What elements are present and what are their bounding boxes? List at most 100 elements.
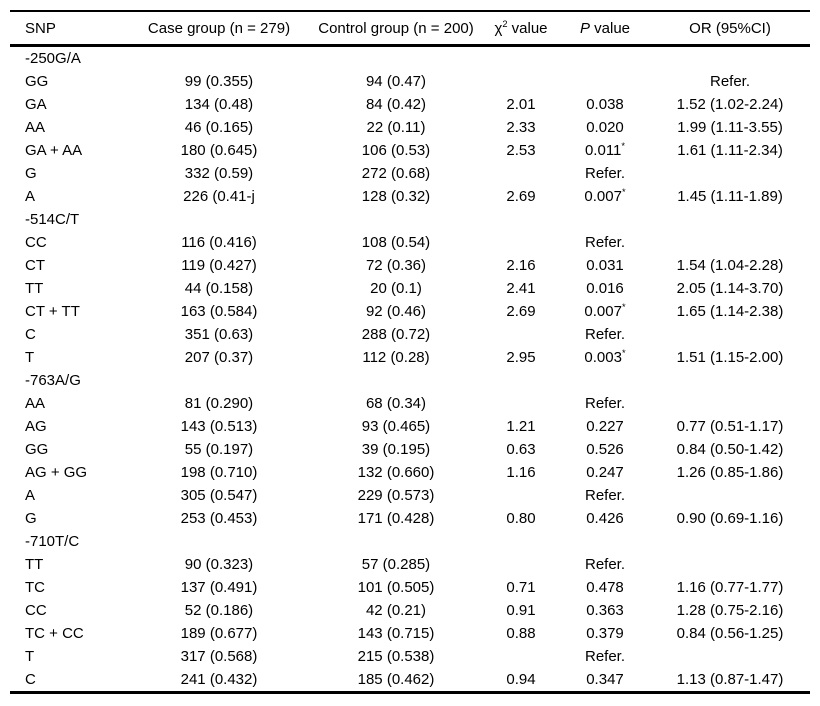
p-value: 0.526 (586, 441, 624, 458)
snp-section-row: -710T/C (10, 530, 810, 553)
control-group-count: 22 (0.11) (366, 119, 426, 136)
case-group-count: 226 (0.41-j (183, 188, 255, 205)
snp-genotype-label: CT (25, 257, 45, 274)
odds-ratio-ci: 1.52 (1.02-2.24) (676, 96, 784, 113)
chi-square-value (482, 392, 560, 415)
p-value: 0.426 (586, 510, 624, 527)
col-header-or-95ci: OR (95%CI) (650, 11, 810, 47)
snp-genotype-label: CC (25, 602, 47, 619)
snp-genotype-label: AG + GG (25, 464, 88, 481)
p-value: 0.247 (586, 464, 624, 481)
control-group-count: 288 (0.72) (361, 326, 431, 343)
snp-genotype-label: A (25, 487, 36, 504)
case-group-count: 198 (0.710) (180, 464, 258, 481)
chi-square-value: 2.53 (506, 142, 536, 159)
snp-genotype-label: AA (25, 119, 46, 136)
chi-square-value: 2.16 (506, 257, 536, 274)
snp-genotype-label: AG (25, 418, 47, 435)
p-value: 0.007* (584, 187, 626, 205)
p-value-label: value (589, 19, 631, 37)
genotype-data-row: CC 116 (0.416) 108 (0.54) Refer. (10, 231, 810, 254)
p-value: 0.227 (586, 418, 624, 435)
odds-ratio-ci: 1.45 (1.11-1.89) (677, 188, 783, 205)
genotype-data-row: AA 46 (0.165) 22 (0.11) 2.33 0.020 1.99 (1.11… (10, 116, 810, 139)
chi-symbol: χ (494, 19, 503, 37)
snp-genotype-label: CT + TT (25, 303, 80, 320)
snp-genotype-label: T (25, 349, 35, 366)
p-value: Refer. (584, 556, 626, 573)
table-body: -250G/A GG 99 (0.355) 94 (0.47) Refer. GA 134 … (10, 46, 810, 693)
odds-ratio-ci: 1.61 (1.11-2.34) (677, 142, 783, 159)
chi-square-value: 2.69 (506, 188, 536, 205)
p-value: 0.347 (586, 671, 624, 688)
control-group-count: 39 (0.195) (361, 441, 431, 458)
snp-genotype-label: C (25, 671, 36, 688)
odds-ratio-ci: 0.84 (0.50-1.42) (676, 441, 784, 458)
chi-square-value: 2.41 (506, 280, 536, 297)
p-value: 0.016 (586, 280, 624, 297)
chi-square-value: 2.95 (506, 349, 536, 366)
case-group-count: 189 (0.677) (180, 625, 258, 642)
snp-section-row: -250G/A (10, 46, 810, 71)
chi-square-value: 0.63 (506, 441, 536, 458)
p-value: 0.020 (586, 119, 624, 136)
p-value: 0.478 (586, 579, 624, 596)
case-group-count: 253 (0.453) (180, 510, 258, 527)
p-value: 0.011* (584, 141, 626, 159)
chi-square-value: 0.91 (506, 602, 536, 619)
control-group-count: 108 (0.54) (361, 234, 431, 251)
genotype-data-row: A 305 (0.547) 229 (0.573) Refer. (10, 484, 810, 507)
chi-square-value: 1.21 (506, 418, 536, 435)
control-group-count: 72 (0.36) (365, 257, 427, 274)
genotype-data-row: TT 90 (0.323) 57 (0.285) Refer. (10, 553, 810, 576)
odds-ratio-ci: 1.51 (1.15-2.00) (676, 349, 784, 366)
p-value: Refer. (584, 648, 626, 665)
case-group-count: 44 (0.158) (184, 280, 254, 297)
case-group-count: 119 (0.427) (181, 257, 257, 274)
control-group-count: 94 (0.47) (365, 73, 427, 90)
genotype-data-row: AG + GG 198 (0.710) 132 (0.660) 1.16 0.247 1.… (10, 461, 810, 484)
control-group-count: 272 (0.68) (361, 165, 431, 182)
case-group-count: 90 (0.323) (184, 556, 254, 573)
case-group-count: 332 (0.59) (184, 165, 254, 182)
genotype-data-row: T 207 (0.37) 112 (0.28) 2.95 0.003* 1.51 (1.1… (10, 346, 810, 369)
p-value: 0.031 (586, 257, 624, 274)
significance-asterisk: * (621, 302, 626, 312)
significance-asterisk: * (621, 141, 626, 151)
chi-square-value (482, 162, 560, 185)
odds-ratio-ci (650, 231, 810, 254)
case-group-count: 134 (0.48) (184, 96, 254, 113)
control-group-count: 42 (0.21) (365, 602, 427, 619)
chi-square-value (482, 231, 560, 254)
case-group-count: 99 (0.355) (184, 73, 254, 90)
genotype-data-row: G 332 (0.59) 272 (0.68) Refer. (10, 162, 810, 185)
snp-genotype-label: C (25, 326, 36, 343)
chi-square-value (482, 70, 560, 93)
significance-asterisk: * (621, 187, 626, 197)
case-group-count: 55 (0.197) (184, 441, 254, 458)
case-group-count: 317 (0.568) (180, 648, 258, 665)
snp-genotype-label: TC + CC (25, 625, 84, 642)
chi-superscript: 2 (502, 18, 508, 29)
chi-square-value: 0.94 (506, 671, 536, 688)
p-value: 0.003* (584, 348, 626, 366)
genotype-data-row: T 317 (0.568) 215 (0.538) Refer. (10, 645, 810, 668)
col-header-snp: SNP (10, 11, 128, 47)
snp-section-label: -710T/C (25, 533, 80, 550)
snp-section-row: -514C/T (10, 208, 810, 231)
chi-square-value: 0.80 (506, 510, 536, 527)
genotype-data-row: GG 55 (0.197) 39 (0.195) 0.63 0.526 0.84 (0.5… (10, 438, 810, 461)
p-value: 0.038 (586, 96, 624, 113)
case-group-count: 137 (0.491) (180, 579, 258, 596)
snp-association-table: SNP Case group (n = 279) Control group (… (10, 10, 810, 694)
control-group-count: 128 (0.32) (361, 188, 431, 205)
chi-square-value: 2.01 (506, 96, 536, 113)
snp-section-label: -763A/G (25, 372, 81, 389)
control-group-count: 84 (0.42) (365, 96, 427, 113)
case-group-count: 351 (0.63) (184, 326, 254, 343)
genotype-data-row: G 253 (0.453) 171 (0.428) 0.80 0.426 0.90 (0.… (10, 507, 810, 530)
chi-square-value: 0.88 (506, 625, 536, 642)
p-value: Refer. (584, 165, 626, 182)
genotype-data-row: CC 52 (0.186) 42 (0.21) 0.91 0.363 1.28 (0.75… (10, 599, 810, 622)
